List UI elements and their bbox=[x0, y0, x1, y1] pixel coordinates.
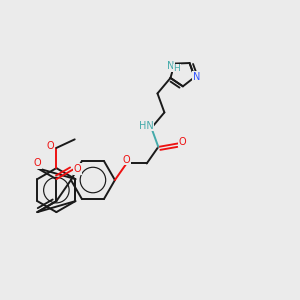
Text: O: O bbox=[123, 154, 130, 165]
Text: O: O bbox=[46, 141, 54, 151]
Text: N: N bbox=[193, 71, 200, 82]
Text: O: O bbox=[34, 158, 41, 168]
Text: HN: HN bbox=[139, 121, 153, 130]
Text: N: N bbox=[167, 61, 175, 71]
Text: O: O bbox=[178, 137, 186, 147]
Text: O: O bbox=[74, 164, 82, 174]
Text: H: H bbox=[174, 64, 180, 73]
